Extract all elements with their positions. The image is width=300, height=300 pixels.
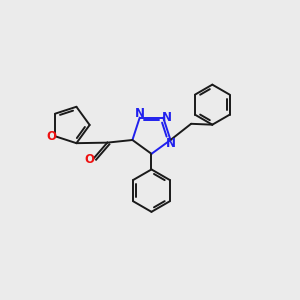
Text: O: O [46, 130, 56, 143]
Text: N: N [135, 107, 145, 120]
Text: N: N [162, 111, 172, 124]
Text: O: O [85, 153, 94, 166]
Text: N: N [166, 137, 176, 150]
